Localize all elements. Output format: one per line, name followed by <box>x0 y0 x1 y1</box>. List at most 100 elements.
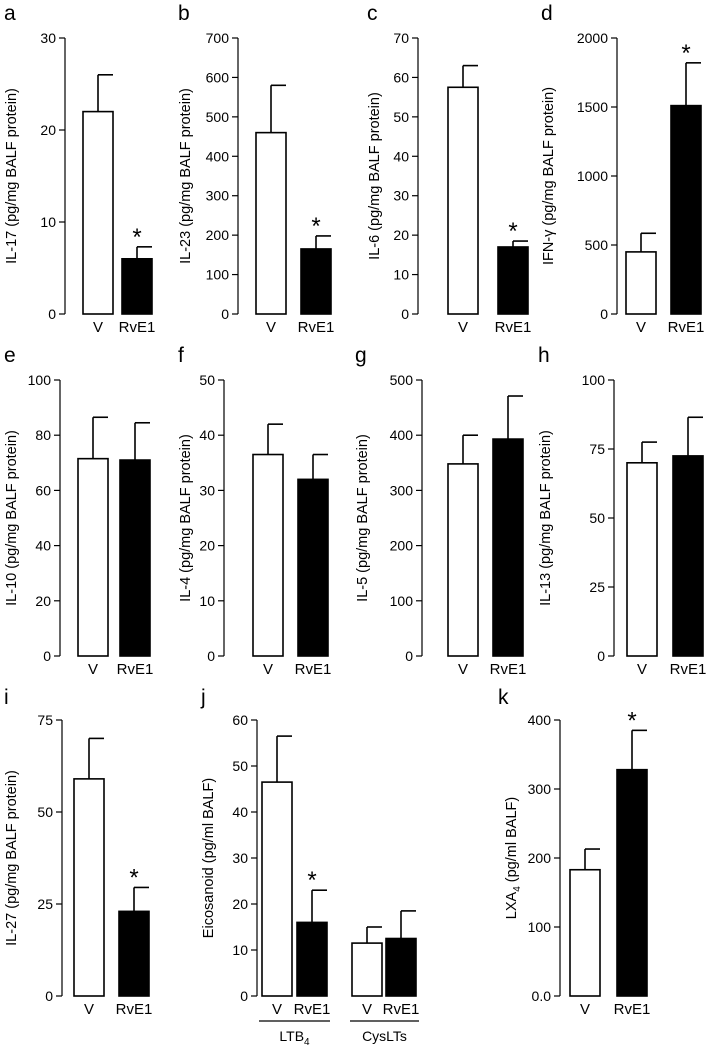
category-label: RvE1 <box>294 1001 331 1018</box>
y-tick-label: 40 <box>35 538 51 554</box>
panel-letter: d <box>541 2 553 25</box>
y-tick-label: 25 <box>37 896 53 912</box>
bar-rve1 <box>121 257 153 315</box>
group-label-subscript: 4 <box>304 1037 310 1048</box>
y-tick-label: 0 <box>45 988 53 1004</box>
group-label: LTB4 <box>279 1028 310 1048</box>
y-tick-label: 40 <box>393 148 409 164</box>
y-tick-label: 500 <box>585 237 609 253</box>
y-tick-label: 30 <box>40 30 56 46</box>
y-tick-label: 500 <box>390 372 414 388</box>
bar-v <box>77 457 109 657</box>
significance-asterisk: * <box>132 224 141 251</box>
y-tick-label: 0.0 <box>532 988 552 1004</box>
y-tick-label: 20 <box>40 122 56 138</box>
panel-d: d 0 500 1000 1500 2000 IFN-γ (pg/mg BALF prote… <box>541 2 704 336</box>
y-tick-label: 25 <box>589 579 605 595</box>
y-tick-label: 50 <box>589 510 605 526</box>
bar-rve1 <box>385 937 417 997</box>
y-tick-label: 400 <box>390 427 414 443</box>
y-tick-label: 50 <box>232 758 248 774</box>
significance-asterisk: * <box>307 867 316 894</box>
y-tick-label: 60 <box>232 712 248 728</box>
y-tick-label: 600 <box>206 69 230 85</box>
category-label: RvE1 <box>383 1001 420 1018</box>
y-axis-label: IFN-γ (pg/mg BALF protein) <box>541 87 557 265</box>
y-tick-label: 10 <box>199 593 215 609</box>
y-tick-label: 0 <box>207 648 215 664</box>
y-axis-label: IL-6 (pg/mg BALF protein) <box>367 92 383 260</box>
category-label: V <box>458 319 468 336</box>
group-label-part: LTB <box>279 1028 304 1044</box>
y-tick-label: 50 <box>199 372 215 388</box>
bar-rve1 <box>672 455 704 657</box>
y-tick-label: 75 <box>37 712 53 728</box>
bar-v <box>625 251 657 315</box>
y-tick-label: 70 <box>393 30 409 46</box>
panel-letter: i <box>4 686 9 709</box>
category-label: RvE1 <box>119 319 156 336</box>
y-tick-label: 20 <box>232 896 248 912</box>
bar-v <box>252 453 284 657</box>
y-tick-label: 0 <box>43 648 51 664</box>
bar-v <box>73 778 105 997</box>
y-tick-label: 300 <box>528 781 552 797</box>
y-tick-label: 400 <box>206 148 230 164</box>
y-tick-label: 50 <box>37 804 53 820</box>
significance-asterisk: * <box>681 40 690 67</box>
y-tick-label: 200 <box>206 227 230 243</box>
bar-v <box>626 461 658 657</box>
category-label: RvE1 <box>298 319 335 336</box>
bar-v <box>447 86 479 315</box>
category-label: V <box>580 1001 590 1018</box>
category-label: V <box>636 319 646 336</box>
panel-letter: c <box>367 2 378 25</box>
category-label: RvE1 <box>670 661 707 678</box>
bar-v <box>569 868 601 997</box>
y-tick-label: 100 <box>28 372 52 388</box>
y-tick-label: 40 <box>199 427 215 443</box>
y-tick-label: 30 <box>232 850 248 866</box>
bar-v <box>351 942 383 997</box>
y-tick-label: 20 <box>393 227 409 243</box>
y-label-subscript: 4 <box>512 886 523 892</box>
panel-f: f 0 10 20 30 40 50 IL-4 (pg/mg BALF protein) V Rv… <box>178 344 331 678</box>
bar-rve1 <box>297 478 329 657</box>
y-tick-label: 10 <box>232 942 248 958</box>
y-axis-label: IL-13 (pg/mg BALF protein) <box>538 430 554 606</box>
y-axis-label: IL-23 (pg/mg BALF protein) <box>178 88 194 264</box>
y-tick-label: 400 <box>528 712 552 728</box>
y-tick-label: 10 <box>393 267 409 283</box>
y-tick-label: 75 <box>589 441 605 457</box>
y-tick-label: 60 <box>35 482 51 498</box>
y-tick-label: 40 <box>232 804 248 820</box>
category-label: RvE1 <box>295 661 332 678</box>
y-axis-label: Eicosanoid (pg/ml BALF) <box>201 778 217 938</box>
y-tick-label: 80 <box>35 427 51 443</box>
y-tick-label: 20 <box>199 538 215 554</box>
category-label: V <box>84 1001 94 1018</box>
y-tick-label: 2000 <box>577 30 608 46</box>
y-tick-label: 0 <box>401 306 409 322</box>
y-tick-label: 1500 <box>577 99 608 115</box>
bar-v <box>82 110 114 315</box>
bar-rve1 <box>296 921 328 997</box>
category-label: RvE1 <box>614 1001 651 1018</box>
panel-letter: j <box>200 686 206 709</box>
y-tick-label: 1000 <box>577 168 608 184</box>
y-tick-label: 300 <box>390 482 414 498</box>
y-tick-label: 100 <box>528 919 552 935</box>
panel-g: g 0 100 200 300 400 500 IL-5 (pg/mg BALF protei… <box>355 344 526 678</box>
bar-v <box>261 781 293 997</box>
y-tick-label: 0 <box>221 306 229 322</box>
panel-letter: b <box>178 2 190 25</box>
y-tick-label: 60 <box>393 69 409 85</box>
y-axis-label: IL-17 (pg/mg BALF protein) <box>4 88 20 264</box>
panel-letter: k <box>498 686 509 709</box>
y-axis-label: LXA4 (pg/ml BALF) <box>504 797 523 919</box>
bar-rve1 <box>492 438 524 657</box>
category-label: V <box>272 1001 282 1018</box>
y-tick-label: 100 <box>390 593 414 609</box>
panel-letter: g <box>355 344 367 367</box>
bar-rve1 <box>119 459 151 657</box>
